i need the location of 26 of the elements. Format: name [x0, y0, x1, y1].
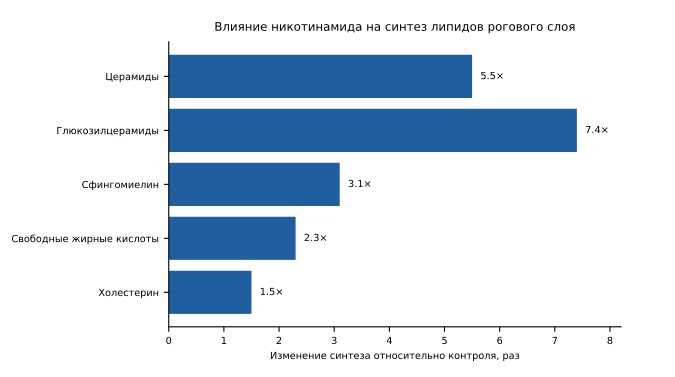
x-tick-label: 0: [166, 336, 172, 344]
bar: [168, 108, 577, 152]
y-tick-label: Свободные жирные кислоты: [12, 234, 158, 244]
y-tick-label: Глюкозилцерамиды: [57, 126, 158, 136]
data-label: 7.4×: [586, 126, 608, 134]
y-tick-label: Сфингомиелин: [82, 180, 158, 190]
x-tick-label: 7: [552, 336, 558, 344]
x-tick-label: 1: [222, 336, 226, 344]
y-tick-label: Холестерин: [98, 288, 158, 298]
x-tick-label: 3: [332, 336, 337, 344]
data-label: 5.5×: [481, 72, 503, 80]
bar: [168, 162, 340, 206]
x-tick-label: 6: [497, 336, 502, 344]
x-tick-label: 4: [386, 336, 392, 344]
x-axis-title: Изменение синтеза относительно контроля, раз: [270, 352, 520, 361]
data-label: 3.1×: [348, 180, 370, 188]
chart-title: Влияние никотинамида на синтез липидов рогового слоя: [215, 22, 574, 34]
data-label: 1.5×: [260, 288, 282, 296]
x-tick-label: 5: [442, 336, 447, 344]
data-label: 2.3×: [304, 234, 326, 242]
bar: [168, 54, 472, 98]
x-tick-label: 8: [608, 336, 612, 344]
bar: [168, 216, 296, 260]
bar: [168, 270, 252, 314]
x-tick-label: 2: [276, 336, 282, 344]
y-tick-label: Церамиды: [106, 73, 158, 82]
